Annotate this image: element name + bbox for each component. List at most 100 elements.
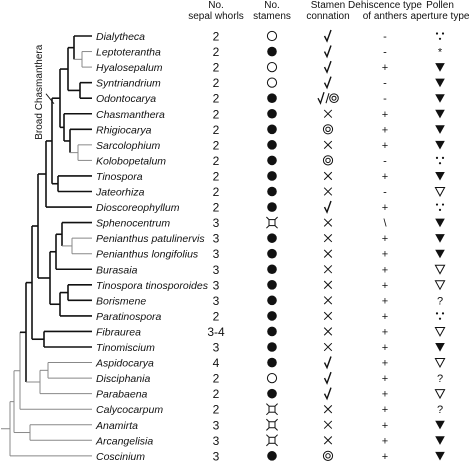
- table-row: Calycocarpum 2 +?: [96, 403, 443, 417]
- check-icon: [323, 60, 332, 74]
- taxon-name: Syntriandrium: [96, 78, 161, 90]
- sepal-whorls-value: 2: [213, 185, 220, 199]
- table-row: Fibraurea 3-4 +: [96, 325, 446, 339]
- taxon-name: Dialytheca: [96, 31, 145, 43]
- dot-icon: [435, 32, 439, 35]
- trait-table: Dialytheca 2 - Leptoterantha 2 - * Hyalosepalum…: [95, 29, 446, 463]
- sepal-whorls-value: 3-4: [207, 325, 225, 339]
- column-header-2-line-1: No.: [264, 0, 280, 11]
- table-row: Aspidocarya 4 +: [95, 356, 446, 370]
- table-row: Penianthus patulinervis 3 +: [96, 232, 445, 246]
- dehiscence-value: -: [383, 93, 387, 105]
- filled-circle-icon: [267, 295, 277, 306]
- sepal-whorls-value: 3: [213, 418, 220, 432]
- dehiscence-value: -: [383, 47, 387, 59]
- table-row: Anamirta 3 +: [95, 418, 445, 432]
- sepal-whorls-value: 2: [213, 403, 220, 417]
- table-row: Dialytheca 2 -: [96, 29, 445, 44]
- star-ray-icon: [274, 216, 278, 220]
- dehiscence-value: -: [383, 78, 387, 90]
- taxon-name: Odontocarya: [96, 93, 156, 105]
- column-header-3-line-1: Stamen: [311, 0, 345, 11]
- dehiscence-value: +: [382, 124, 388, 136]
- sepal-whorls-value: 2: [213, 201, 220, 215]
- filled-circle-icon: [267, 451, 277, 461]
- check-icon: [323, 29, 332, 43]
- dot-icon: [435, 156, 439, 159]
- star-ray-icon: [266, 216, 270, 220]
- filled-triangle-icon: [435, 63, 445, 72]
- taxon-name: Kolobopetalum: [96, 155, 166, 167]
- filled-triangle-icon: [435, 78, 445, 88]
- dehiscence-value: +: [382, 404, 388, 416]
- dehiscence-value: +: [382, 451, 388, 463]
- double-circle-inner-icon: [331, 95, 337, 101]
- dehiscence-value: -: [383, 187, 387, 199]
- sepal-whorls-value: 3: [213, 216, 220, 230]
- filled-circle-icon: [267, 233, 277, 243]
- dot-icon: [441, 312, 445, 315]
- cross-icon: [323, 436, 333, 445]
- filled-triangle-icon: [435, 249, 445, 259]
- filled-circle-icon: [267, 140, 277, 150]
- taxon-name: Sarcolophium: [96, 140, 160, 152]
- cell-text: ?: [437, 295, 443, 307]
- open-triangle-icon: [434, 358, 446, 368]
- double-circle-inner-icon: [325, 126, 331, 133]
- column-header-3-line-2: connation: [306, 11, 349, 22]
- open-circle-icon: [266, 62, 278, 73]
- sepal-whorls-value: 2: [213, 92, 220, 106]
- sepal-whorls-value: 3: [213, 263, 220, 277]
- filled-circle-icon: [267, 326, 277, 337]
- sepal-whorls-value: 2: [213, 123, 220, 137]
- cross-icon: [323, 342, 333, 352]
- cross-icon: [323, 405, 333, 414]
- dehiscence-value: +: [382, 326, 388, 338]
- star-ray-icon: [266, 403, 270, 407]
- filled-triangle-icon: [435, 125, 445, 134]
- column-header-4-line-2: of anthers: [363, 11, 407, 22]
- open-triangle-icon: [434, 389, 446, 400]
- column-header-1-line-2: sepal whorls: [188, 11, 244, 22]
- star-ray-icon: [266, 225, 270, 229]
- check-icon: [317, 92, 325, 105]
- sepal-whorls-value: 3: [213, 434, 220, 448]
- filled-triangle-icon: [435, 171, 445, 181]
- dehiscence-value: +: [382, 342, 388, 354]
- dot-icon: [438, 208, 442, 211]
- filled-circle-icon: [267, 388, 277, 399]
- dot-icon: [441, 156, 445, 159]
- dot-icon: [441, 32, 445, 35]
- taxon-name: Jateorhiza: [95, 187, 145, 199]
- filled-circle-icon: [267, 124, 277, 135]
- check-icon: [323, 371, 332, 385]
- table-header: No.sepal whorlsNo.stamensStamenconnation…: [188, 0, 470, 22]
- table-row: Kolobopetalum 2 -: [96, 154, 445, 168]
- sepal-whorls-value: 3: [213, 278, 220, 292]
- sepal-whorls-value: 3: [213, 294, 220, 308]
- sepal-whorls-value: 2: [213, 138, 220, 152]
- star-ray-icon: [266, 418, 270, 423]
- sepal-whorls-value: 2: [213, 30, 220, 44]
- star-ray-icon: [274, 442, 278, 447]
- table-row: Tinospora 2 +: [96, 169, 445, 183]
- table-row: Tinospora tinosporoides 3 +: [96, 278, 446, 292]
- filled-triangle-icon: [435, 343, 445, 352]
- table-row: Dioscoreophyllum 2 +: [96, 201, 445, 215]
- column-header-2-line-2: stamens: [253, 11, 291, 22]
- check-icon: [323, 356, 332, 370]
- filled-circle-icon: [267, 264, 277, 275]
- taxon-name: Anamirta: [95, 420, 138, 432]
- taxon-name: Rhigiocarya: [96, 124, 152, 136]
- taxon-name: Borismene: [96, 295, 146, 307]
- sepal-whorls-value: 2: [213, 76, 220, 90]
- table-row: Burasaia 3 +: [96, 263, 446, 277]
- open-triangle-icon: [434, 280, 446, 291]
- taxon-name: Tinospora tinosporoides: [96, 280, 209, 292]
- filled-circle-icon: [267, 202, 277, 212]
- filled-circle-icon: [267, 311, 277, 321]
- sepal-whorls-value: 4: [213, 356, 220, 370]
- star-ray-icon: [274, 403, 278, 407]
- star-ray-icon: [274, 411, 278, 416]
